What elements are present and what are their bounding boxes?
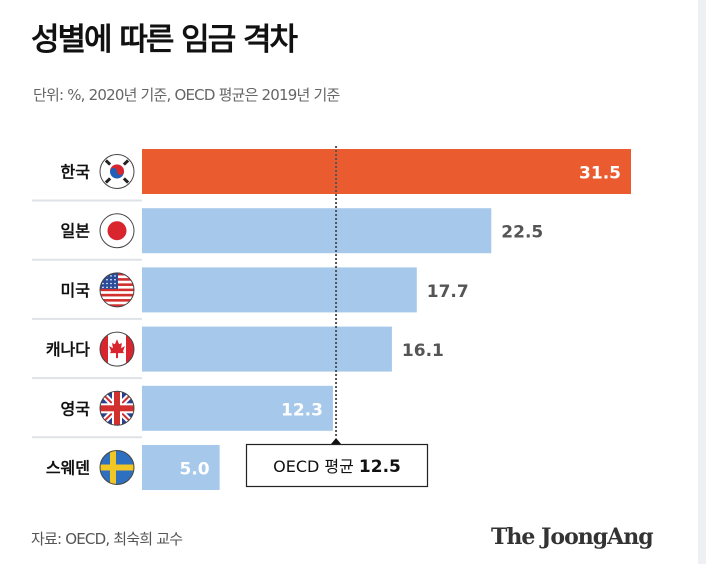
bar xyxy=(142,385,333,431)
bar-row: 한국 31.5 xyxy=(32,149,631,202)
korea-flag-icon xyxy=(99,154,135,189)
bar-chart: 한국 31.5 일본 22.5 미국 17.7 캐나다 16.1 영국 12.3 스웨덴 5.0 OE… xyxy=(32,146,631,490)
bar-row: 미국 17.7 xyxy=(32,267,469,320)
sweden-flag-icon xyxy=(99,450,135,485)
category-label: 한국 xyxy=(61,163,91,182)
reference-label: OECD 평균 12.5 xyxy=(273,457,401,477)
value-label: 12.3 xyxy=(281,400,323,420)
brand-logo: The JoongAng xyxy=(491,524,654,550)
canada-flag-icon xyxy=(99,331,135,367)
bar xyxy=(142,445,220,490)
value-label: 31.5 xyxy=(579,164,621,184)
oecd-reference: OECD 평균 12.5 xyxy=(245,146,429,488)
side-strip xyxy=(698,0,706,564)
uk-flag-icon xyxy=(99,390,135,426)
value-label: 22.5 xyxy=(501,223,543,243)
bar-row: 스웨덴 5.0 xyxy=(46,445,220,490)
bar xyxy=(142,267,417,313)
category-label: 스웨덴 xyxy=(46,459,90,478)
usa-flag-icon xyxy=(99,272,135,308)
bar xyxy=(142,326,392,372)
reference-pointer-icon xyxy=(331,438,342,444)
source-note: 자료: OECD, 최숙희 교수 xyxy=(31,530,183,548)
japan-flag-icon xyxy=(99,213,135,249)
reference-box xyxy=(245,443,429,488)
category-label: 미국 xyxy=(61,281,91,300)
value-label: 16.1 xyxy=(402,341,444,361)
category-label: 일본 xyxy=(61,222,91,241)
value-label: 17.7 xyxy=(427,282,469,302)
bar-row: 일본 22.5 xyxy=(32,208,543,261)
value-label: 5.0 xyxy=(179,460,209,480)
bar xyxy=(142,208,492,254)
category-label: 캐나다 xyxy=(46,340,90,359)
bar-row: 영국 12.3 xyxy=(32,385,333,439)
category-label: 영국 xyxy=(61,399,91,418)
bar-row: 캐나다 16.1 xyxy=(32,326,444,380)
chart-subtitle: 단위: %, 2020년 기준, OECD 평균은 2019년 기준 xyxy=(33,86,340,104)
chart-title: 성별에 따른 임금 격차 xyxy=(31,22,298,58)
bar xyxy=(142,149,631,194)
